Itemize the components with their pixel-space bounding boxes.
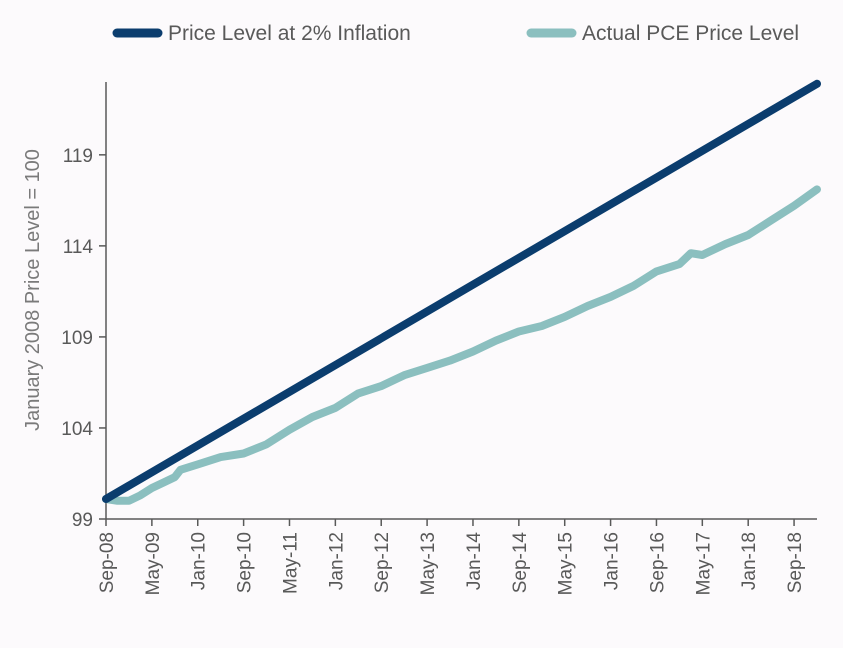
x-tick-label: Sep-14 <box>510 532 531 594</box>
x-tick-label: Jan-14 <box>464 532 485 591</box>
x-tick-label: Sep-10 <box>235 532 256 593</box>
x-tick-label: Sep-08 <box>97 532 118 593</box>
x-tick-label: Sep-16 <box>647 532 668 593</box>
y-tick-label: 104 <box>61 419 93 440</box>
series-line-actual-pce <box>102 185 821 505</box>
legend: Price Level at 2% Inflation Actual PCE P… <box>112 22 799 45</box>
series-line-price-level-2pct <box>102 79 821 503</box>
x-tick-label: Jan-18 <box>739 532 760 590</box>
x-tick-label: May-15 <box>556 532 577 595</box>
x-tick-label: May-17 <box>693 532 714 595</box>
x-tick-label: May-13 <box>418 532 439 595</box>
x-tick-label: Jan-10 <box>189 532 210 590</box>
y-tick-label: 109 <box>61 328 93 349</box>
x-tick-label: Jan-12 <box>326 532 347 590</box>
x-axis-ticks: Sep-08 May-09 Jan-10 Sep-10 May-11 Jan-12 Sep-… <box>97 519 806 595</box>
x-tick-label: May-11 <box>280 532 301 594</box>
y-axis-title: January 2008 Price Level = 100 <box>22 149 44 431</box>
x-tick-label: Sep-12 <box>372 532 393 593</box>
y-tick-label: 119 <box>63 146 93 167</box>
x-tick-label: May-09 <box>143 532 164 595</box>
series-layer <box>102 79 821 505</box>
y-tick-label: 99 <box>72 510 93 531</box>
x-tick-label: Jan-16 <box>602 532 623 590</box>
x-tick-label: Sep-18 <box>785 532 806 593</box>
legend-label-actual-pce: Actual PCE Price Level <box>582 22 799 45</box>
y-tick-label: 114 <box>63 237 94 258</box>
legend-label-price-level-2pct: Price Level at 2% Inflation <box>168 22 411 45</box>
y-axis-ticks: 99 104 109 114 119 <box>61 146 106 531</box>
